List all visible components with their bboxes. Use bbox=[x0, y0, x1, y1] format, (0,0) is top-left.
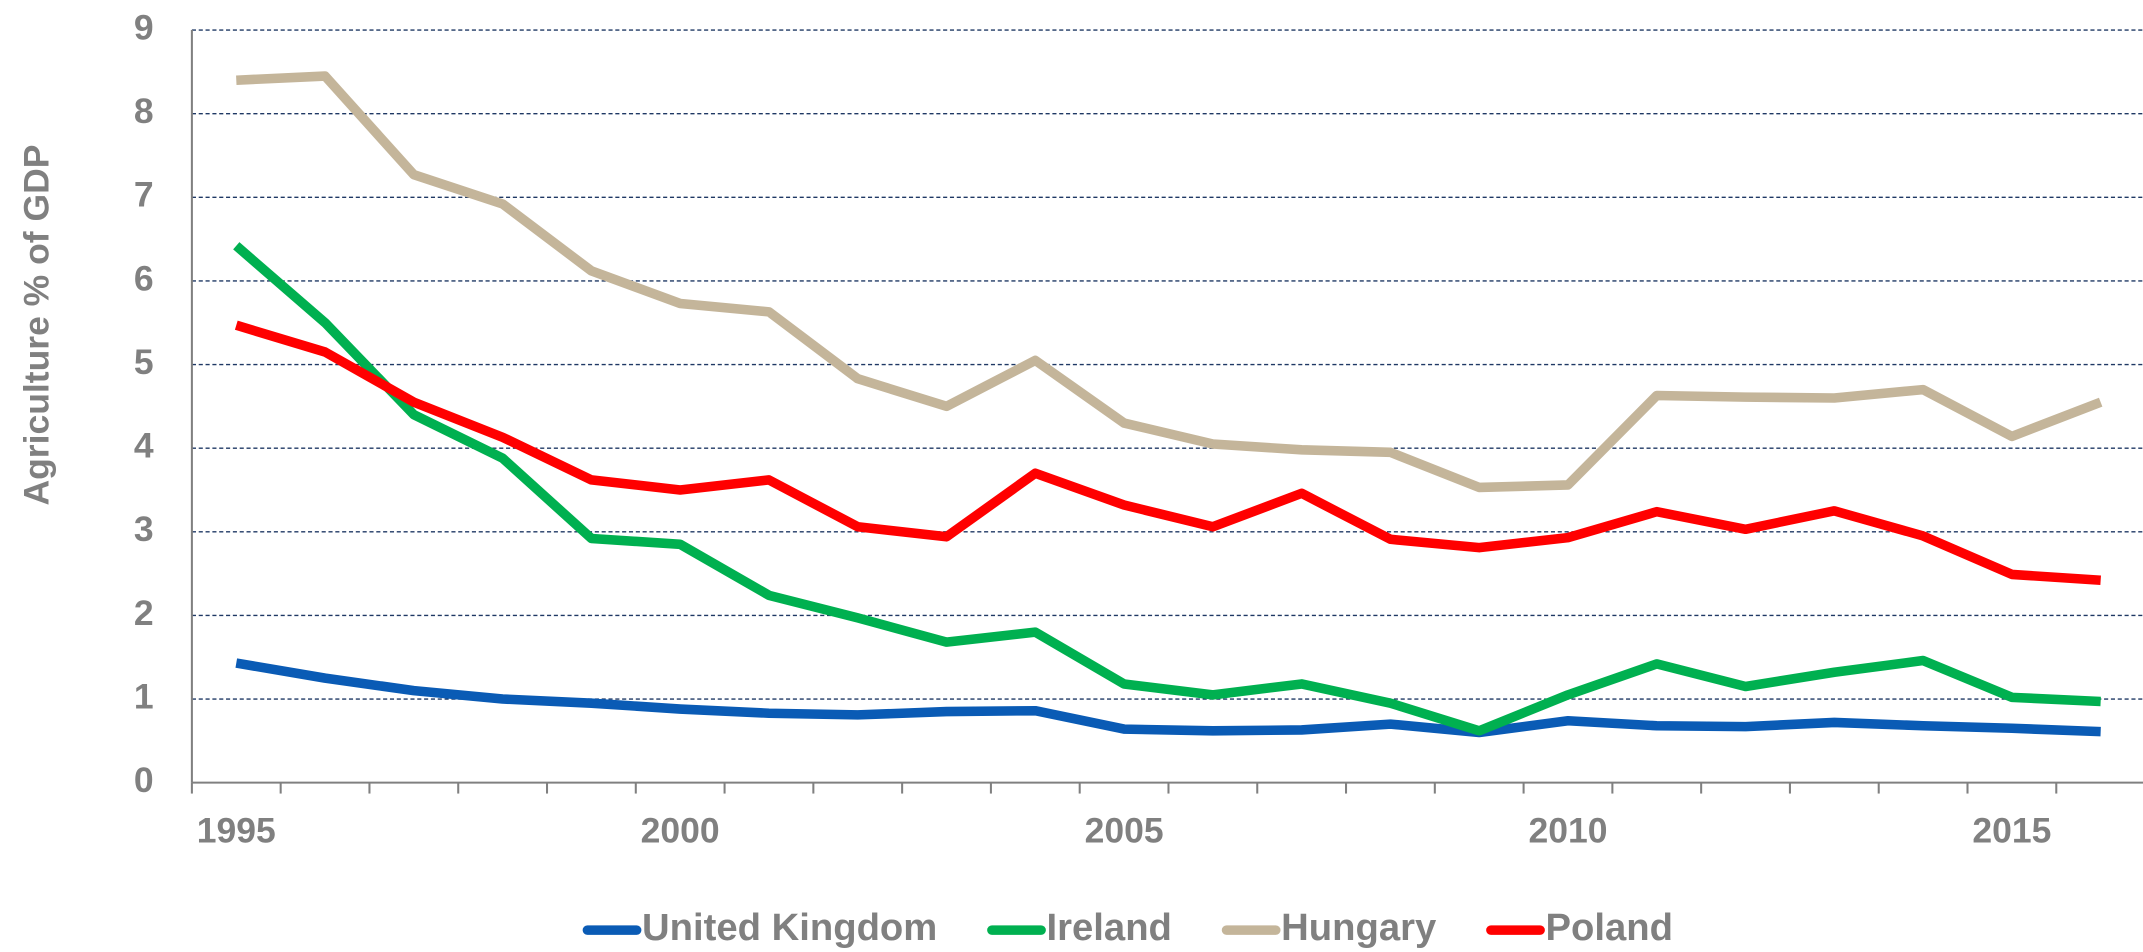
y-tick-label: 8 bbox=[134, 91, 154, 131]
legend-label: Poland bbox=[1546, 906, 1673, 949]
x-tick-label: 2000 bbox=[641, 811, 720, 851]
x-tick-label: 2010 bbox=[1528, 811, 1607, 851]
legend-label: Ireland bbox=[1047, 906, 1172, 949]
legend-label: United Kingdom bbox=[642, 906, 937, 949]
line-series bbox=[236, 71, 2103, 493]
line-series bbox=[235, 658, 2101, 738]
x-tick-label: 2015 bbox=[1972, 811, 2051, 851]
line-series bbox=[234, 320, 2101, 586]
y-tick-label: 5 bbox=[134, 342, 154, 382]
legend-label: Hungary bbox=[1281, 906, 1437, 949]
line-series bbox=[233, 242, 2101, 736]
y-tick-label: 1 bbox=[134, 676, 154, 716]
y-tick-label: 6 bbox=[134, 258, 154, 298]
y-tick-label: 3 bbox=[134, 509, 154, 549]
y-tick-label: 7 bbox=[134, 175, 154, 215]
y-tick-label: 0 bbox=[134, 760, 154, 800]
x-tick-label: 2005 bbox=[1085, 811, 1164, 851]
y-tick-label: 4 bbox=[134, 426, 154, 466]
y-tick-label: 9 bbox=[134, 7, 154, 47]
x-tick-label: 1995 bbox=[197, 811, 276, 851]
y-tick-label: 2 bbox=[134, 593, 154, 633]
y-axis-label: Agriculture % of GDP bbox=[16, 145, 56, 506]
